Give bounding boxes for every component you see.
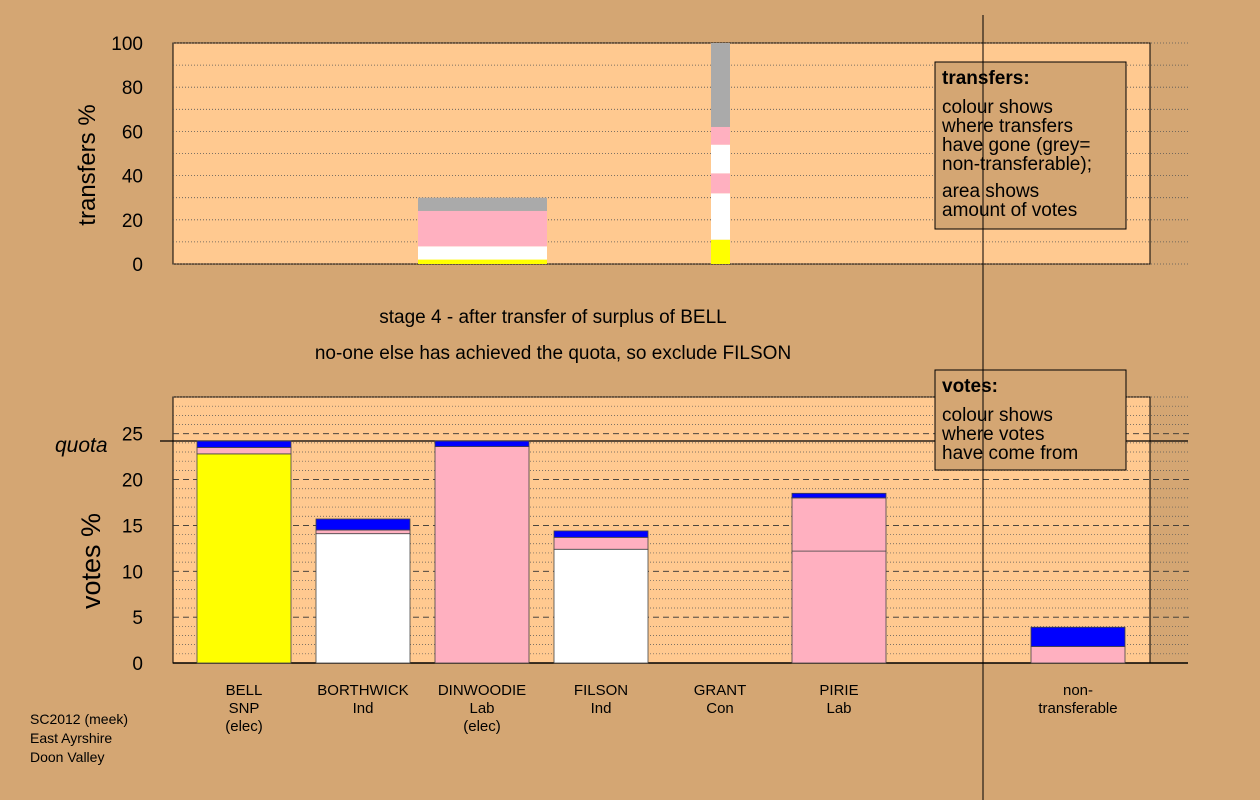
transfers-note-line: amount of votes — [942, 200, 1077, 221]
category-label: BORTHWICK — [317, 682, 408, 699]
category-label: Con — [706, 700, 734, 717]
vote-bar-segment — [315, 529, 411, 535]
vote-bar-segment — [553, 548, 649, 664]
vote-bar-segment — [196, 453, 292, 664]
vote-bar-segment — [315, 533, 411, 664]
category-label: BELL — [226, 682, 263, 699]
transfer-bar-segment — [418, 210, 547, 247]
transfers-note: transfers: colour shows where transfers … — [934, 61, 1127, 230]
vote-bar-segment — [196, 440, 292, 448]
category-label: Lab — [469, 700, 494, 717]
votes-bars — [196, 440, 1126, 664]
quota-label: quota — [55, 434, 108, 457]
footer-line: SC2012 (meek) — [30, 711, 128, 727]
vote-bar-segment — [791, 550, 887, 664]
transfer-bar-segment — [711, 126, 730, 145]
transfers-y-tick-label: 60 — [122, 122, 143, 143]
transfers-y-tick-label: 80 — [122, 78, 143, 99]
vote-bar-segment — [791, 497, 887, 552]
transfers-y-tick-label: 100 — [111, 34, 143, 55]
vote-bar-segment — [434, 440, 530, 447]
votes-y-tick-label: 15 — [122, 516, 143, 537]
category-label: SNP — [229, 700, 260, 717]
vote-bar-segment — [553, 536, 649, 550]
votes-note-line: where votes — [941, 424, 1044, 445]
votes-note: votes: colour shows where votes have com… — [934, 369, 1127, 471]
votes-y-tick-label: 0 — [132, 654, 143, 675]
transfer-bar-segment — [711, 193, 730, 240]
category-label: FILSON — [574, 682, 628, 699]
vote-bar-segment — [553, 530, 649, 538]
stage-title: stage 4 - after transfer of surplus of B… — [379, 307, 726, 328]
transfer-bar-segment — [418, 246, 547, 260]
transfer-bar-segment — [711, 43, 730, 127]
votes-y-tick-label: 25 — [122, 425, 143, 446]
footer-line: East Ayrshire — [30, 730, 112, 746]
transfers-y-tick-label: 0 — [132, 255, 143, 276]
votes-y-tick-label: 5 — [132, 608, 143, 629]
transfers-note-line: area shows — [942, 181, 1039, 202]
category-label: transferable — [1038, 700, 1117, 717]
transfers-axis-label: transfers % — [74, 104, 101, 225]
transfer-bar-segment — [711, 239, 730, 264]
category-label: PIRIE — [819, 682, 858, 699]
transfers-note-line: where transfers — [941, 116, 1073, 137]
vote-bar-segment — [196, 447, 292, 455]
transfers-y-tick-label: 20 — [122, 211, 143, 232]
footer-line: Doon Valley — [30, 749, 104, 765]
transfers-y-ticks: 0 20 40 60 80 100 — [111, 34, 143, 276]
vote-bar-segment — [1030, 626, 1126, 647]
votes-y-tick-label: 20 — [122, 471, 143, 492]
category-label: Lab — [826, 700, 851, 717]
vote-bar-segment — [434, 446, 530, 664]
category-label: (elec) — [463, 718, 501, 735]
votes-axis-label: votes % — [76, 513, 106, 609]
transfers-note-line: have gone (grey= — [942, 135, 1090, 156]
votes-note-line: colour shows — [942, 405, 1053, 426]
votes-note-line: have come from — [942, 443, 1078, 464]
vote-bar-segment — [791, 492, 887, 499]
category-label: non- — [1063, 682, 1093, 699]
transfer-bar-segment — [418, 197, 547, 211]
stage-subtitle: no-one else has achieved the quota, so e… — [315, 343, 791, 364]
transfers-bars — [418, 43, 730, 264]
votes-y-ticks: 0 5 10 15 20 25 — [122, 425, 143, 675]
transfers-note-line: colour shows — [942, 97, 1053, 118]
votes-y-tick-label: 10 — [122, 562, 143, 583]
category-label: DINWOODIE — [438, 682, 526, 699]
transfer-bar-segment — [711, 173, 730, 194]
transfers-note-heading: transfers: — [942, 68, 1030, 89]
votes-note-heading: votes: — [942, 376, 998, 397]
transfer-bar-segment — [711, 144, 730, 174]
category-label: Ind — [353, 700, 374, 717]
category-label: (elec) — [225, 718, 263, 735]
category-label: Ind — [591, 700, 612, 717]
category-label: GRANT — [694, 682, 747, 699]
votes-category-labels: BELLSNP(elec)BORTHWICKIndDINWOODIELab(el… — [225, 682, 1117, 735]
vote-bar-segment — [1030, 646, 1126, 664]
vote-bar-segment — [315, 518, 411, 531]
transfers-y-tick-label: 40 — [122, 167, 143, 188]
transfer-bar-segment — [418, 259, 547, 264]
transfers-note-line: non-transferable); — [942, 154, 1092, 175]
